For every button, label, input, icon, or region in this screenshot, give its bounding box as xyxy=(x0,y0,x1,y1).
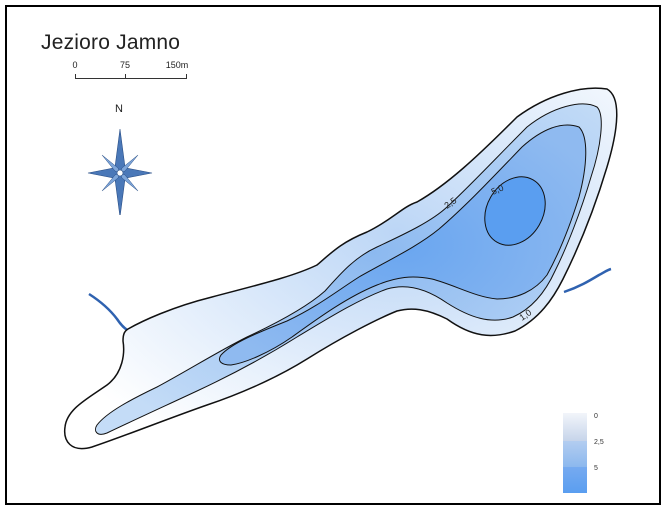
legend-label-5: 5 xyxy=(594,465,598,472)
lake-bathymetry-map: 1,0 2,5 5,0 xyxy=(63,87,618,450)
compass-rose-icon xyxy=(87,128,153,215)
legend-swatch-5 xyxy=(563,467,587,493)
scale-label-150m: 150m xyxy=(165,60,189,70)
scale-tick xyxy=(125,74,126,79)
north-label: N xyxy=(115,103,123,115)
contour-5-0 xyxy=(484,176,546,246)
legend-label-0: 0 xyxy=(594,413,598,420)
scale-label-0: 0 xyxy=(72,60,78,70)
river-west xyxy=(88,292,130,333)
depth-legend: 0 2,5 5 xyxy=(563,413,623,497)
scale-tick xyxy=(75,74,76,79)
north-arrow: N xyxy=(85,103,155,215)
map-frame: 1,0 2,5 5,0 Jezioro Jamno 0 75 150m N xyxy=(5,5,661,505)
legend-swatch-0 xyxy=(563,413,587,441)
legend-swatch-2-5 xyxy=(563,441,587,467)
contour-2-5 xyxy=(218,124,587,366)
contour-1-0 xyxy=(94,103,602,435)
map-title: Jezioro Jamno xyxy=(41,31,181,54)
scale-line xyxy=(75,78,187,79)
scale-tick xyxy=(186,74,187,79)
legend-label-2-5: 2,5 xyxy=(594,439,604,446)
scale-label-75: 75 xyxy=(119,60,131,70)
scale-bar: 0 75 150m xyxy=(69,60,199,88)
contour-label-5-0: 5,0 xyxy=(490,182,506,196)
river-east xyxy=(563,267,612,294)
